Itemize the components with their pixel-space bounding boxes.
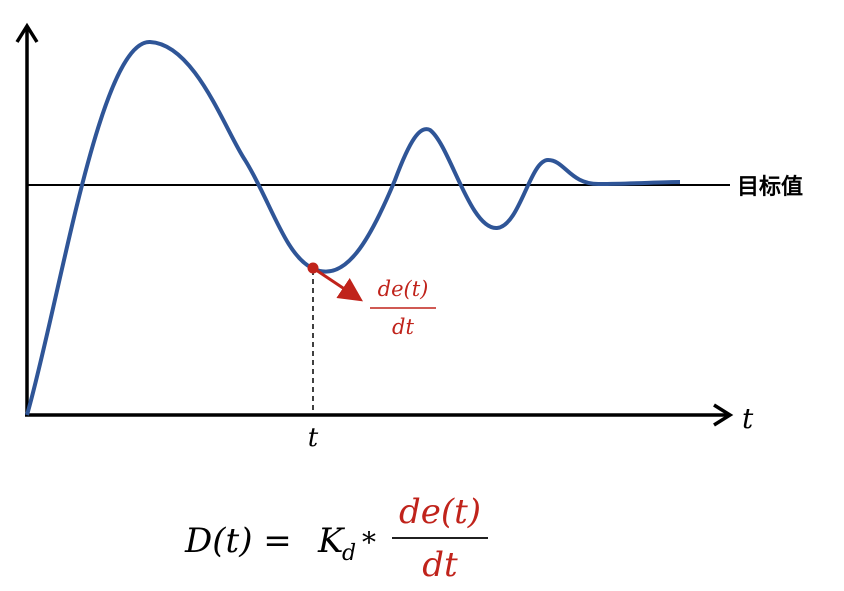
formula-lhs: D(t) = — [184, 521, 292, 561]
formula-numerator: de(t) — [399, 492, 481, 532]
x-axis-label: t — [742, 402, 754, 435]
slope-arrow — [312, 266, 363, 302]
x-arrow — [713, 403, 734, 427]
marker-point — [307, 262, 319, 274]
formula-gain-subscript: d — [342, 541, 356, 566]
response-curve — [25, 39, 681, 416]
slope-denominator: dt — [392, 315, 414, 339]
formula-operator: * — [362, 526, 376, 559]
formula-gain: K — [317, 521, 346, 561]
slope-numerator: de(t) — [378, 277, 429, 301]
y-arrow — [15, 22, 39, 43]
formula-denominator: dt — [422, 545, 458, 585]
setpoint-label: 目标值 — [737, 174, 803, 200]
marker-label: t — [308, 423, 319, 453]
